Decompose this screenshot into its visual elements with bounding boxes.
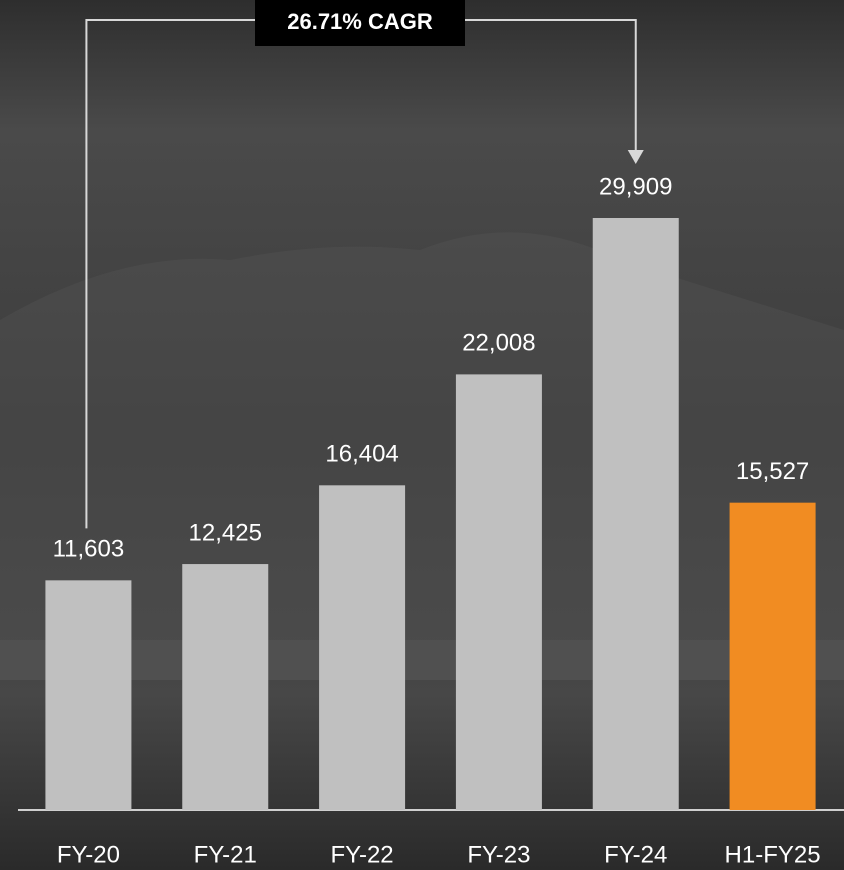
cagr-label: 26.71% CAGR [287,9,433,34]
bar [319,485,406,810]
bar [592,218,679,810]
value-label: 22,008 [462,330,535,357]
value-label: 15,527 [736,458,809,485]
x-tick-label: FY-24 [604,841,667,868]
cagr-connector [465,19,637,152]
bar [455,374,542,810]
bar [45,580,132,810]
cagr-box [255,0,465,46]
value-label: 12,425 [189,519,262,546]
x-tick-label: H1-FY25 [725,841,821,868]
x-tick-label: FY-23 [467,841,530,868]
value-label: 16,404 [325,441,398,468]
x-tick-label: FY-22 [331,841,394,868]
x-tick-label: FY-21 [194,841,257,868]
cagr-annotation: 26.71% CAGR [85,0,644,529]
cagr-connector [85,19,255,529]
cagr-arrowhead [627,150,644,164]
value-label: 11,603 [53,536,125,563]
value-label: 29,909 [599,173,672,200]
x-tick-label: FY-20 [57,841,120,868]
background-band [0,640,844,680]
background-hills [0,232,844,640]
bar [729,502,816,810]
bar [182,564,269,810]
